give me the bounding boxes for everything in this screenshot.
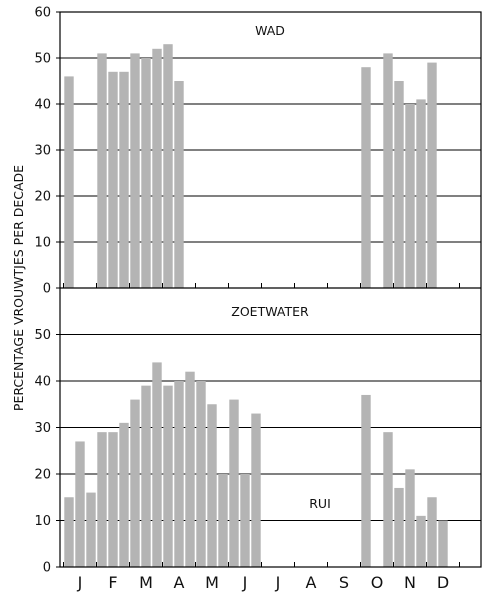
y-tick-label: 60 [34,6,51,21]
bar [394,487,404,567]
bar [163,44,173,289]
bar [97,432,107,567]
bar [75,441,85,567]
x-tick-label: J [242,573,248,592]
y-tick-label: 10 [34,236,51,251]
bar [141,58,151,288]
bar [64,497,74,567]
bar [405,104,415,288]
bar [405,469,415,567]
annotation-label: RUI [309,496,331,511]
y-tick-label: 30 [34,421,51,436]
x-tick-label: M [139,573,153,592]
bar [229,399,239,567]
bars [64,44,448,567]
x-tick-label: J [275,573,281,592]
bar [152,48,162,288]
y-tick-label: 40 [34,98,51,113]
y-tick-label: 30 [34,144,51,159]
bar [185,371,195,567]
x-tick-label: O [371,573,384,592]
bar [416,515,426,567]
bar [361,394,371,567]
panel-title: WAD [255,23,285,38]
bar [119,422,129,567]
bar [108,71,118,288]
x-tick-label: S [339,573,349,592]
bar [152,362,162,567]
bar [207,404,217,567]
x-tick-label: A [306,573,317,592]
x-tick-label: M [205,573,219,592]
bar [383,432,393,567]
bar [416,99,426,289]
bar [174,81,184,288]
bar [218,474,228,567]
bar [86,492,96,567]
bar [64,76,74,289]
x-tick-label: F [108,573,117,592]
y-tick-label: 10 [34,514,51,529]
bar [174,381,184,567]
y-tick-label: 0 [43,282,51,297]
bar [119,71,129,288]
bar [97,53,107,289]
axes [56,11,482,568]
bar [196,381,206,567]
y-axis-label: PERCENTAGE VROUWTJES PER DECADE [11,165,26,411]
bar [130,399,140,567]
bar [240,474,250,567]
bar [383,53,393,289]
bar [361,67,371,288]
y-tick-label: 40 [34,375,51,390]
x-tick-label: N [404,573,416,592]
bar [427,62,437,288]
x-tick-label: D [437,573,449,592]
bar [427,497,437,567]
bar [438,520,448,567]
bar [394,81,404,288]
plot-frame [59,11,482,568]
x-tick-label: J [77,573,83,592]
bar [108,432,118,567]
y-tick-label: 50 [34,52,51,67]
y-tick-label: 20 [34,190,51,205]
x-tick-label: A [174,573,185,592]
labels: 0 10 20 30 40 50 60 WAD 0 10 20 30 40 50 ZOETWATER RUI J… [34,6,449,593]
y-tick-label: 50 [34,328,51,343]
bar [141,385,151,567]
bar [163,385,173,567]
y-tick-label: 20 [34,468,51,483]
bar [130,53,140,289]
y-tick-label: 0 [43,561,51,576]
bar [251,413,261,567]
panel-title: ZOETWATER [231,304,309,319]
